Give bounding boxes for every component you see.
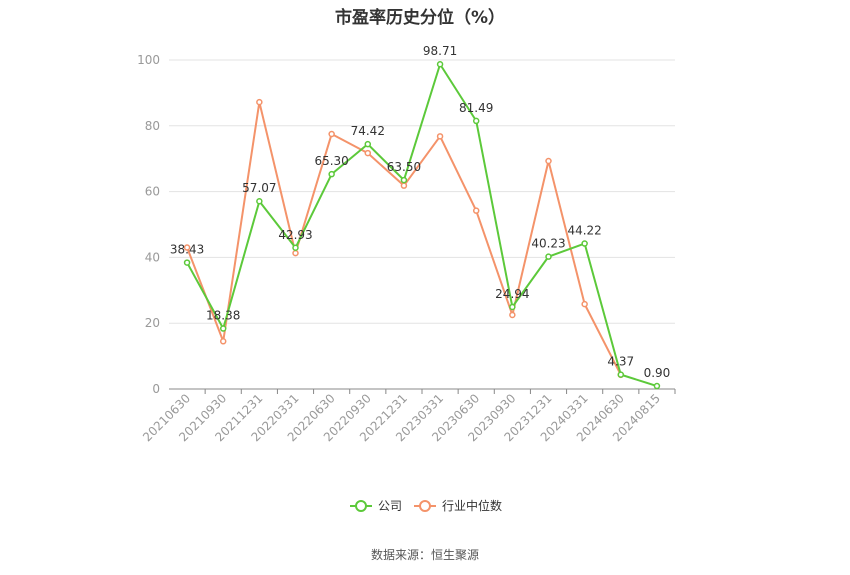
legend-item-industry[interactable]: 行业中位数 <box>414 498 502 513</box>
axis-layer: 0204060801002021063020210930202112312022… <box>137 53 676 444</box>
legend-industry-marker-icon <box>419 500 431 512</box>
company-point <box>256 197 263 205</box>
company-data-label: 18.38 <box>206 309 240 323</box>
company-point <box>545 253 552 260</box>
company-point <box>436 60 444 68</box>
company-data-label: 42.93 <box>278 228 312 242</box>
y-tick-label: 0 <box>152 382 160 396</box>
company-series-line <box>186 63 658 387</box>
industry-point <box>581 300 588 308</box>
data-source-note: 数据来源：恒生聚源 <box>370 548 479 562</box>
company-data-label: 81.49 <box>459 101 493 115</box>
company-point <box>183 259 191 266</box>
industry-point <box>364 149 372 157</box>
company-data-label: 57.07 <box>242 181 276 195</box>
grid-layer <box>169 59 675 324</box>
industry-point <box>256 98 263 106</box>
company-point <box>328 170 335 178</box>
y-tick-label: 60 <box>145 185 160 199</box>
industry-point <box>183 244 191 251</box>
industry-point <box>436 133 444 140</box>
industry-point <box>400 182 408 189</box>
company-data-label: 40.23 <box>531 237 565 251</box>
company-point <box>292 244 299 252</box>
company-point <box>400 176 408 184</box>
company-data-label: 63.50 <box>387 160 421 174</box>
y-tick-label: 20 <box>145 316 160 330</box>
company-data-label: 65.30 <box>314 154 348 168</box>
legend: 公司 行业中位数 <box>350 498 502 513</box>
industry-point <box>545 157 552 165</box>
company-data-label: 0.90 <box>644 366 671 380</box>
legend-industry-label: 行业中位数 <box>442 498 502 513</box>
company-point <box>364 140 372 148</box>
industry-point <box>292 249 299 257</box>
y-tick-label: 100 <box>137 53 160 67</box>
company-data-label: 38.43 <box>170 243 204 257</box>
y-tick-label: 40 <box>145 250 160 264</box>
company-point <box>472 117 480 125</box>
legend-item-company[interactable]: 公司 <box>350 499 402 513</box>
legend-company-label: 公司 <box>378 499 402 513</box>
data-label-layer: 38.43 18.38 57.07 42.93 65.30 74.42 63.50 98.71… <box>170 44 670 380</box>
company-point <box>219 325 227 332</box>
company-point <box>653 382 661 390</box>
industry-point <box>219 338 227 345</box>
company-point <box>509 303 516 311</box>
series-layer <box>183 60 661 390</box>
industry-point <box>328 130 335 138</box>
company-point <box>581 240 588 247</box>
legend-company-marker-icon <box>355 500 367 512</box>
company-data-label: 24.94 <box>495 287 529 301</box>
y-tick-label: 80 <box>145 119 160 133</box>
company-data-label: 98.71 <box>423 44 457 58</box>
industry-point <box>509 311 516 319</box>
company-data-label: 44.22 <box>567 224 601 238</box>
company-point <box>617 371 625 378</box>
chart-title: 市盈率历史分位（%） <box>334 8 506 28</box>
industry-point <box>472 207 480 214</box>
company-data-label: 74.42 <box>351 124 385 138</box>
company-data-label: 4.37 <box>607 355 634 369</box>
